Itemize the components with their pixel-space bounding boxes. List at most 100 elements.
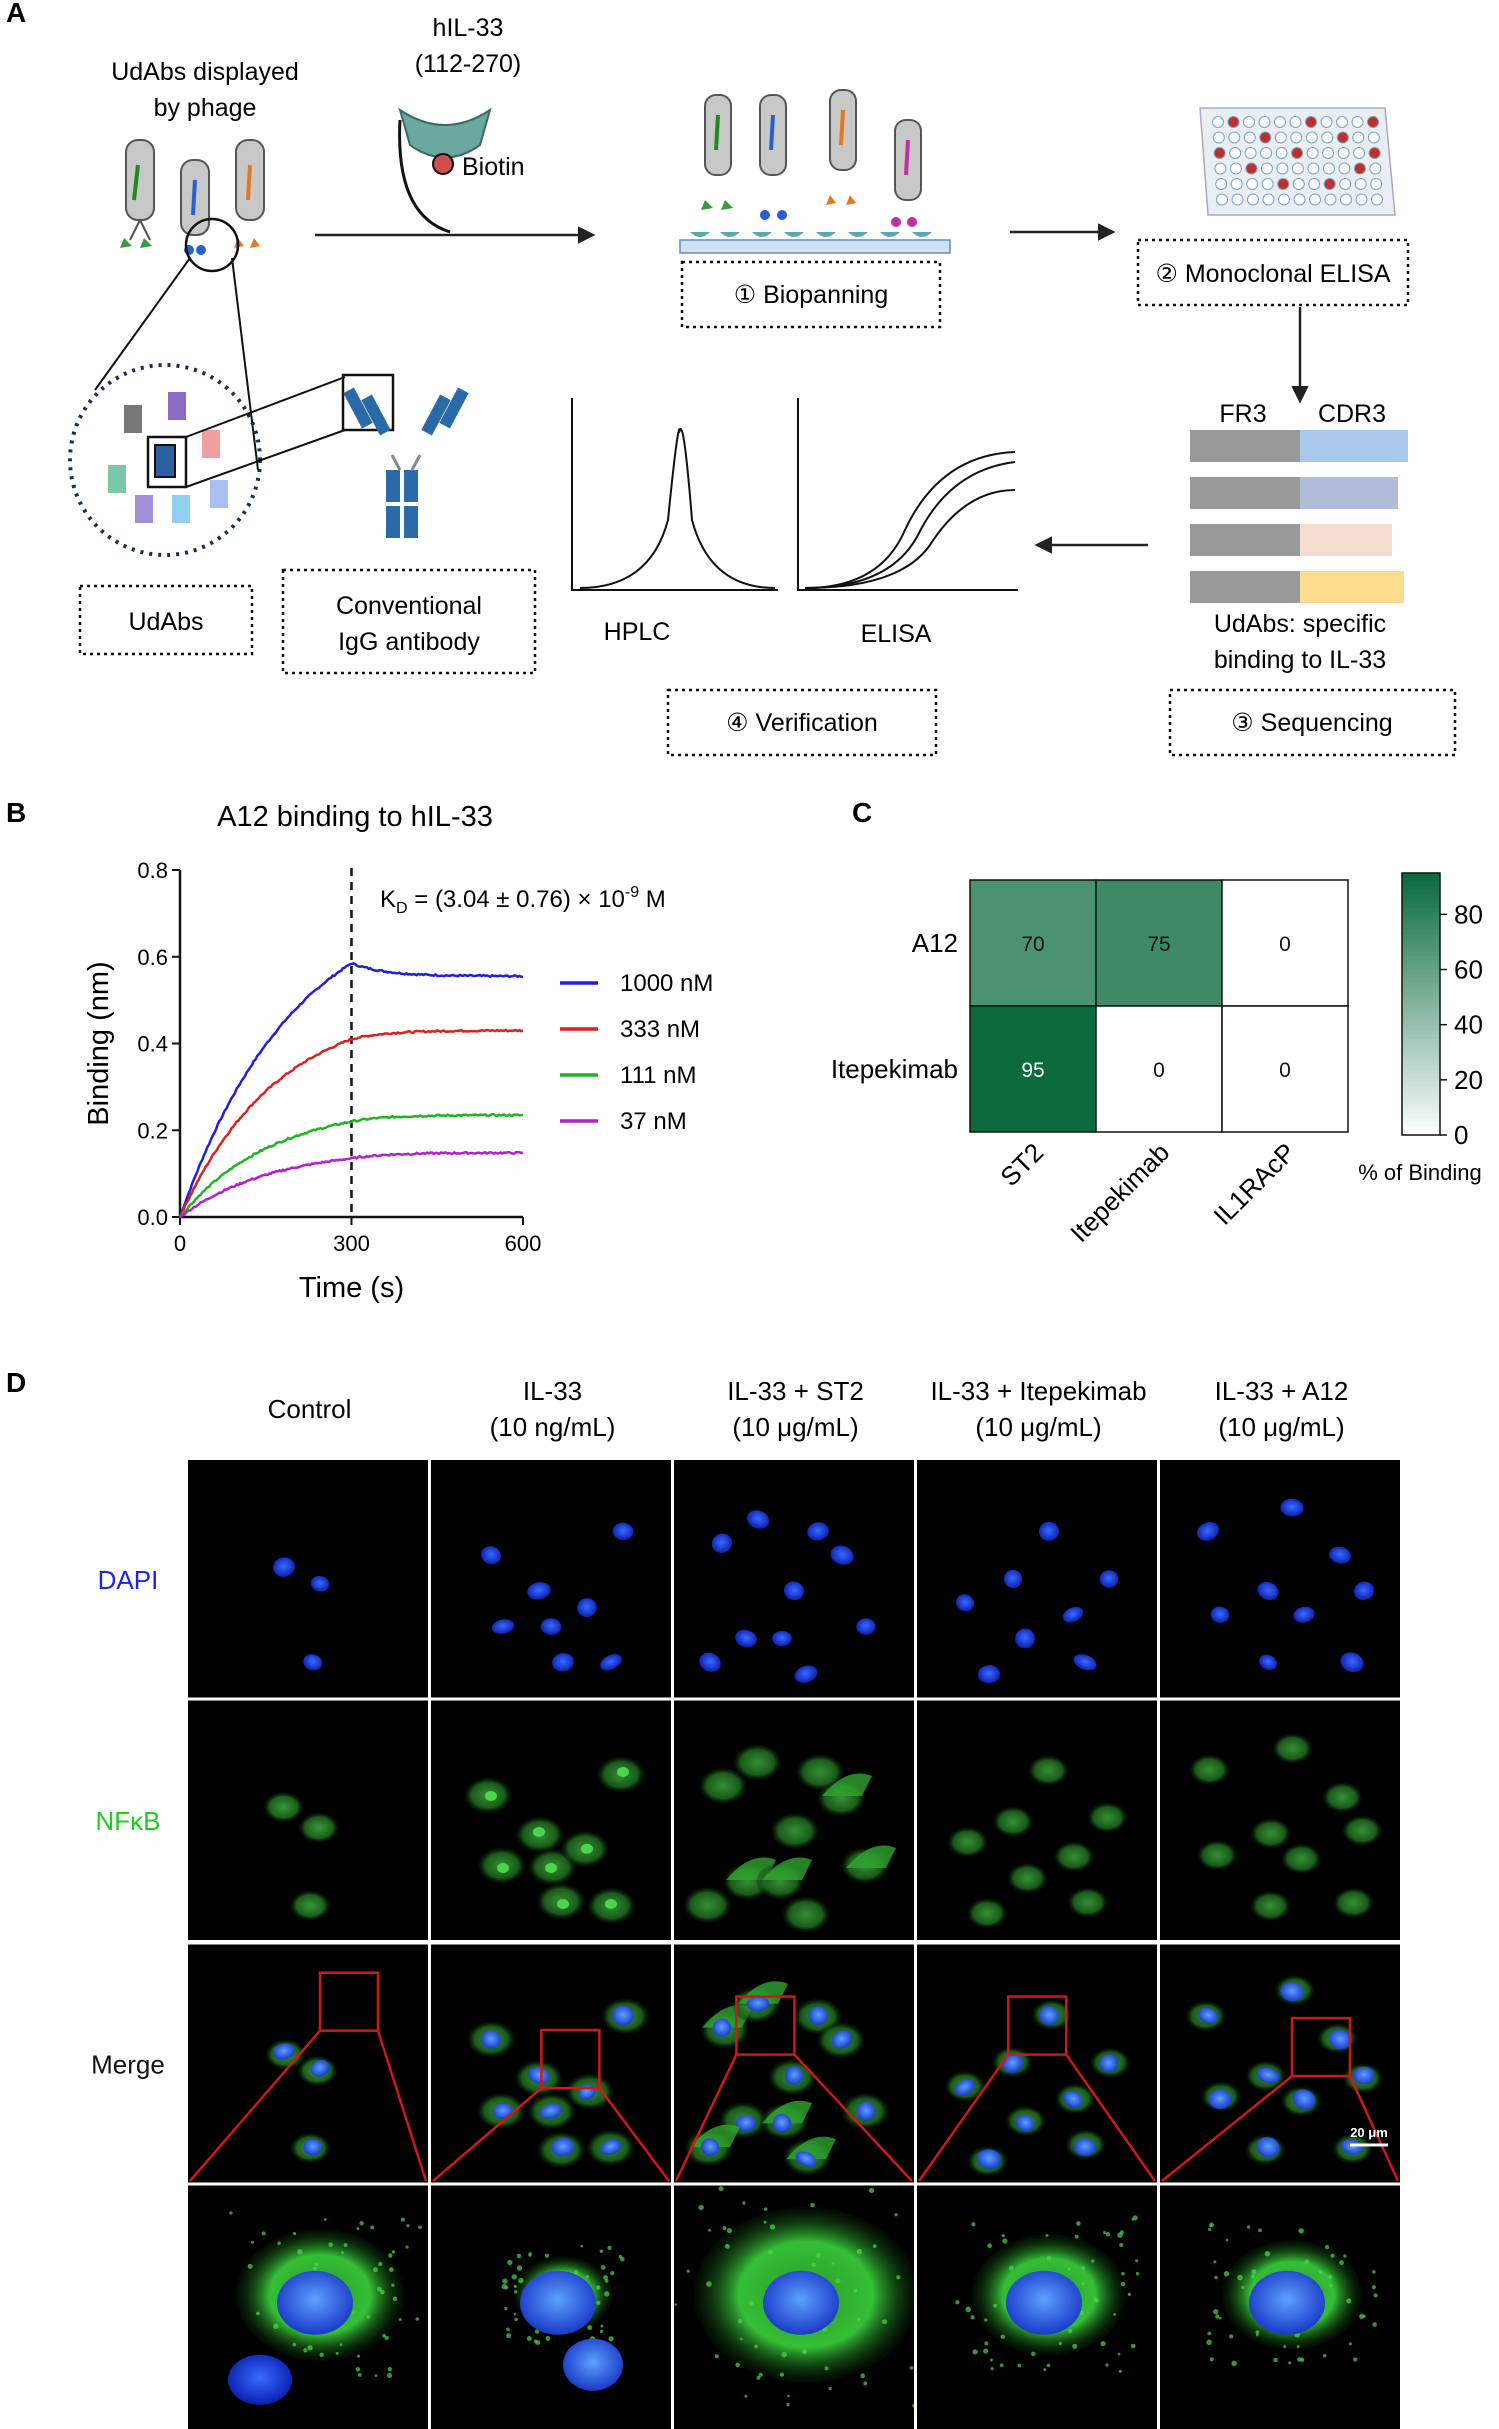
column-header-line2: (10 μg/mL) [1218,1412,1344,1442]
cytoplasm-stain [1272,1733,1313,1764]
cytoplasm-stain [822,1773,872,1796]
nucleus [310,2059,330,2077]
nucleus [1197,1522,1219,1541]
heatmap-row-label: Itepekimab [831,1054,958,1084]
colorbar-segment [1402,969,1440,975]
nfkb-puncta [781,2351,788,2358]
nfkb-puncta [1002,2238,1008,2244]
plate-well [1370,178,1383,190]
row-label: DAPI [98,1565,159,1595]
nfkb-puncta [1372,2270,1376,2274]
nfkb-puncta [853,2288,858,2293]
nfkb-puncta [1323,2354,1327,2358]
plate-well [1306,147,1319,159]
cytoplasm-stain [690,2124,740,2148]
nfkb-puncta [1207,2331,1212,2336]
nucleus [783,1581,805,1601]
nfkb-puncta [502,2278,508,2284]
plate-well [1320,116,1333,128]
nucleus [1208,2089,1232,2110]
legend-label: 37 nM [620,1108,687,1135]
nucleus [1353,2066,1375,2085]
legend-label: 111 nM [620,1062,697,1089]
antigen-biotin-icon [398,107,492,234]
elisa-plate-icon [1199,107,1396,216]
nfkb-puncta [506,2327,510,2332]
plate-well [1369,162,1382,175]
nfkb-puncta [767,2249,773,2255]
nfkb-puncta [972,2349,978,2355]
nucleus [784,2066,804,2085]
nfkb-puncta [1079,2310,1085,2316]
plate-well [1229,162,1242,175]
nucleus [735,1629,757,1648]
plate-well [1276,162,1289,175]
nfkb-puncta [1130,2343,1136,2349]
inset-connector [793,2053,913,2182]
plate-well [1231,193,1244,206]
nfkb-puncta [1119,2230,1124,2235]
column-header-line2: (10 μg/mL) [732,1412,858,1442]
seq-note-line2: binding to IL-33 [1214,646,1386,674]
nucleus [955,1594,975,1612]
nucleus [1002,2054,1024,2073]
plate-well [1215,178,1228,190]
heatmap-cell [1221,1005,1349,1133]
nfkb-puncta [516,2265,523,2271]
nfkb-puncta [1362,2314,1366,2318]
nucleus [303,1654,323,1671]
nucleus [735,2114,757,2132]
biotin-label: Biotin [462,153,525,181]
plate-well [1336,131,1349,144]
nfkb-puncta [1000,2334,1005,2339]
nfkb-puncta [1255,2333,1259,2337]
nfkb-puncta [872,2244,877,2248]
zoom-nucleus [763,2270,839,2335]
colorbar-segment [1402,1100,1440,1106]
colorbar-segment [1402,1008,1440,1014]
nfkb-puncta [1251,2269,1257,2275]
nfkb-puncta [380,2289,385,2295]
nfkb-puncta [514,2290,518,2294]
nfkb-puncta [1327,2274,1333,2280]
nfkb-puncta [608,2336,614,2342]
plate-well [1259,131,1272,144]
nfkb-nuclear-signal [497,1863,509,1873]
colorbar-tick-label: 80 [1454,899,1483,929]
plate-well [1212,131,1225,144]
legend-label: 333 nM [620,1016,700,1043]
nfkb-puncta [292,2231,297,2236]
colorbar-segment [1402,1052,1440,1057]
nfkb-puncta [273,2323,279,2330]
plate-well [1291,162,1304,175]
nfkb-puncta [339,2343,343,2347]
nfkb-puncta [514,2317,518,2322]
plate-well [1262,193,1275,206]
nucleus [808,2006,828,2026]
plate-well [1305,131,1318,144]
tile-content [947,1755,1128,1929]
nfkb-puncta [392,2296,398,2302]
plate-well [1246,178,1259,190]
nfkb-puncta [824,2366,829,2371]
nucleus [1003,1569,1023,1589]
plate-well [1293,193,1306,206]
nfkb-puncta [585,2275,590,2279]
nfkb-puncta [378,2261,383,2266]
tile-content [955,1521,1119,1684]
panel-a-letter: A [6,0,26,28]
nfkb-puncta [1255,2330,1260,2335]
nucleus [1074,2138,1096,2157]
inset-connector [432,2087,543,2182]
plate-well [1367,116,1379,128]
nucleus [1015,1628,1035,1649]
colorbar-segment [1402,1108,1440,1114]
phage-group-icon [120,139,265,255]
udab-library-icon [68,363,262,557]
heatmap-column-label: IL1RAcP [1207,1137,1301,1231]
nfkb-puncta [835,2278,841,2284]
nfkb-puncta [604,2291,610,2297]
nfkb-puncta [999,2363,1004,2368]
tile-content [273,1557,330,1671]
nfkb-puncta [518,2277,524,2284]
